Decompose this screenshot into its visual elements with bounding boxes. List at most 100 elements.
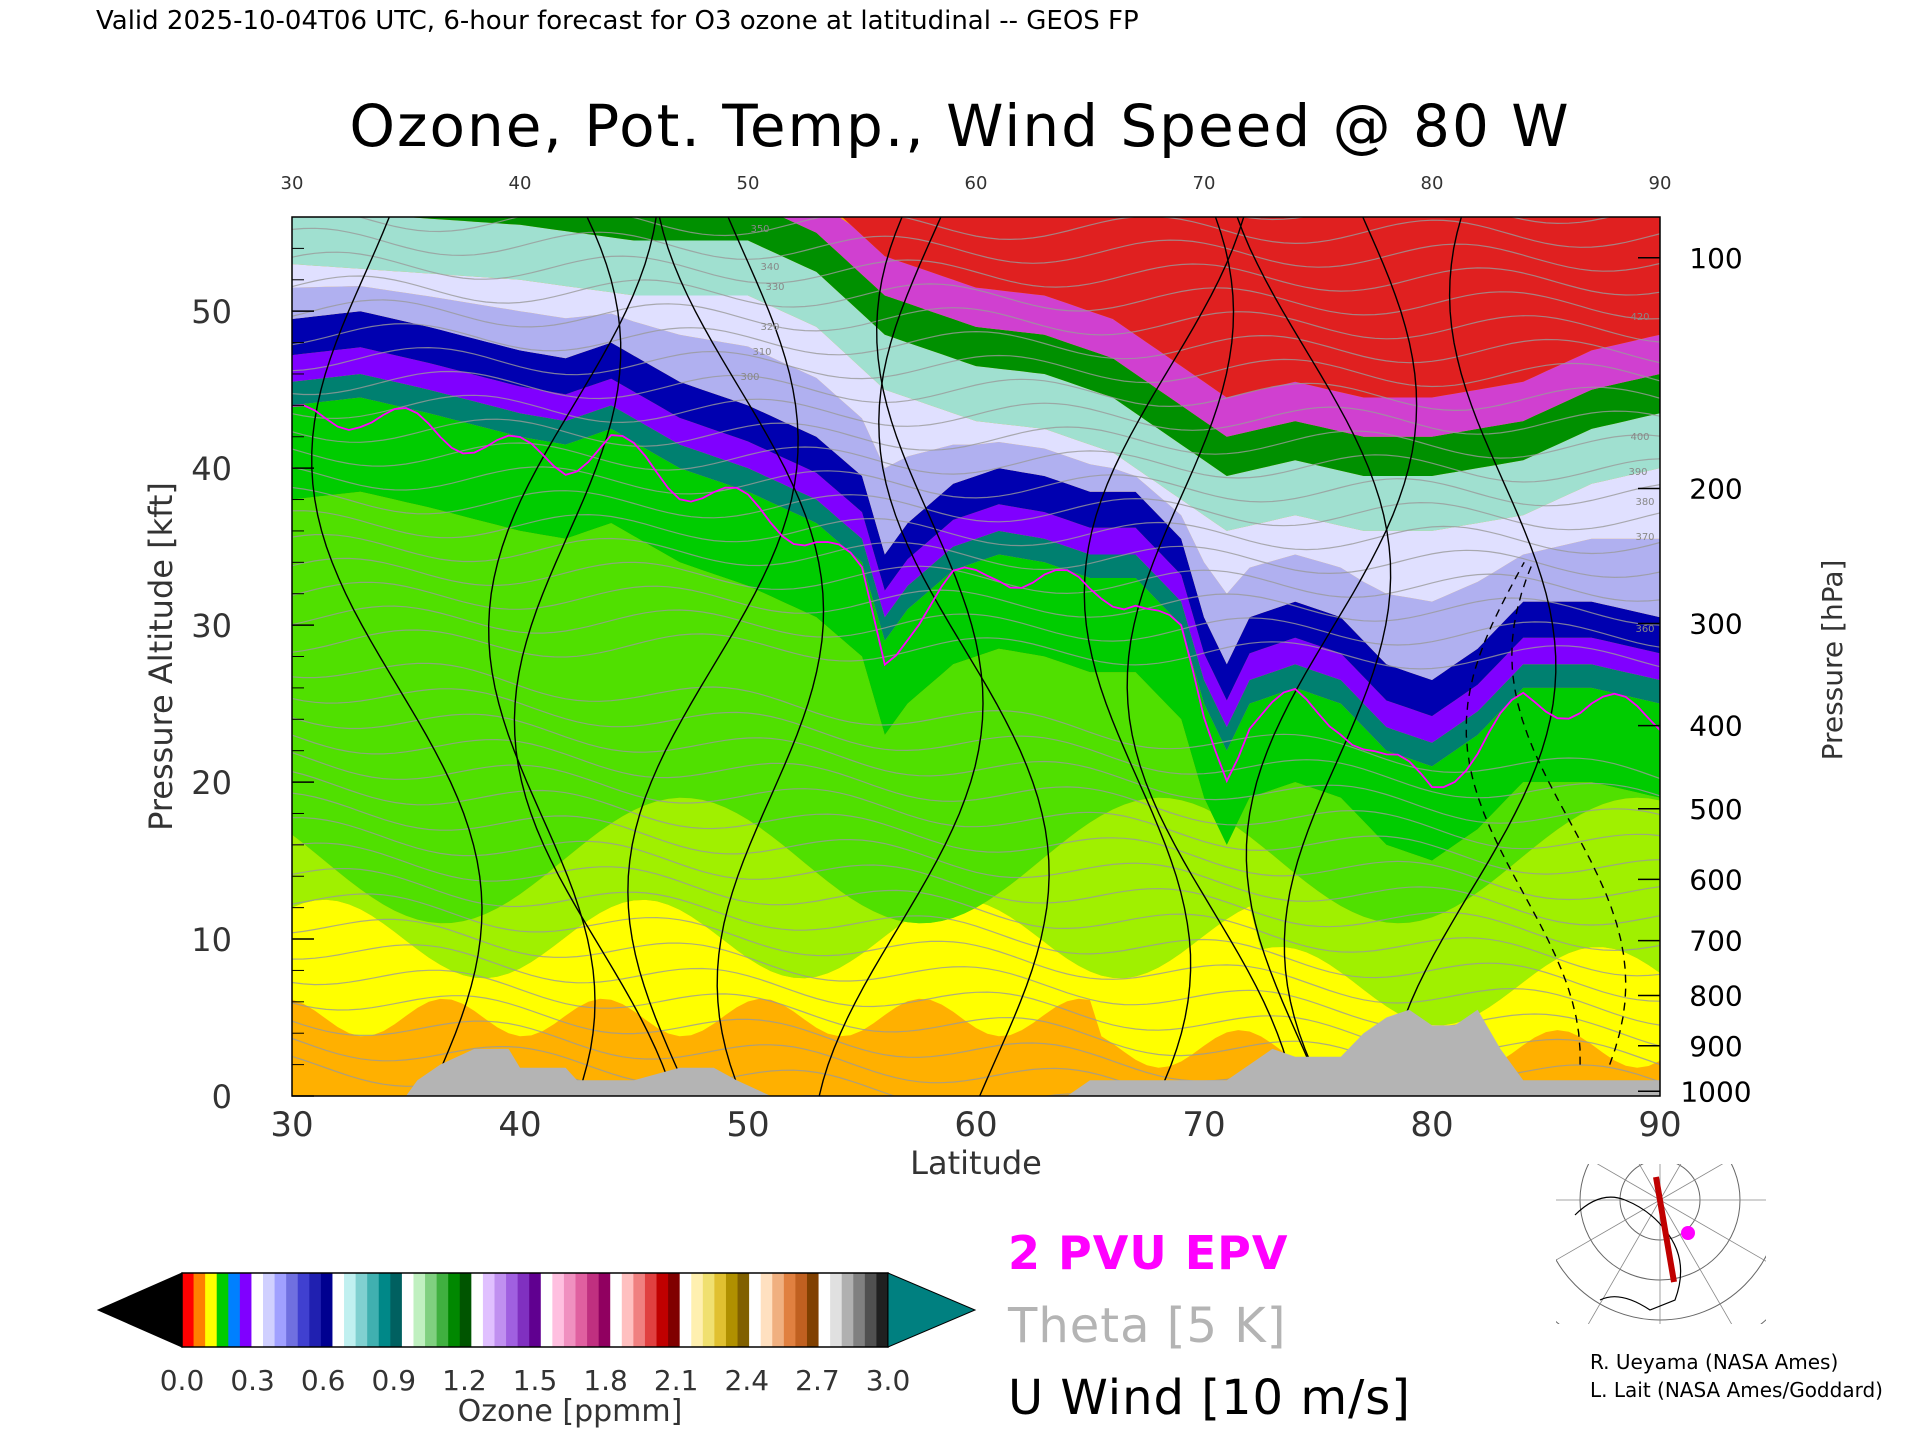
- y-tick-label: 10: [191, 921, 232, 959]
- ozone-fill-light-green: [292, 491, 1660, 924]
- colorbar-swatch: [251, 1273, 264, 1347]
- colorbar-tick-label: 3.0: [866, 1364, 911, 1397]
- y2-axis-title: Pressure [hPa]: [1816, 560, 1849, 761]
- top-x-tick-label: 80: [1421, 173, 1444, 194]
- legend-u-wind: U Wind [10 m/s]: [1008, 1370, 1412, 1426]
- colorbar-swatch: [239, 1273, 252, 1347]
- colorbar-swatch: [401, 1273, 414, 1347]
- u-wind-contour: [487, 217, 657, 1096]
- colorbar-tick-label: 2.7: [795, 1364, 840, 1397]
- pressure-tick-label: 900: [1689, 1030, 1742, 1063]
- y-tick-label: 20: [191, 764, 232, 802]
- u-wind-contour: [1083, 217, 1245, 1096]
- theta-isentrope: [292, 227, 1660, 272]
- map-meridian: [1659, 1199, 1733, 1324]
- x-tick-label: 70: [1182, 1105, 1225, 1145]
- x-tick-label: 30: [270, 1105, 313, 1145]
- theta-contour-label: 420: [1630, 312, 1649, 323]
- colorbar-swatch: [853, 1273, 866, 1347]
- theta-isentrope: [292, 370, 1660, 412]
- colorbar-swatch: [193, 1273, 206, 1347]
- colorbar-swatch: [598, 1273, 611, 1347]
- theta-isentrope: [292, 323, 1660, 364]
- colorbar-swatch: [309, 1273, 322, 1347]
- colorbar-swatch: [575, 1273, 588, 1347]
- theta-isentrope: [357, 217, 1660, 248]
- colorbar-swatch: [818, 1273, 831, 1347]
- theta-contour-label: 330: [765, 282, 784, 293]
- x-tick-label: 40: [498, 1105, 541, 1145]
- colorbar-swatch: [216, 1273, 229, 1347]
- colorbar-swatch: [644, 1273, 658, 1347]
- colorbar-swatch: [390, 1273, 403, 1347]
- forecast-header: Valid 2025-10-04T06 UTC, 6-hour forecast…: [96, 6, 1139, 36]
- colorbar-swatch: [517, 1273, 530, 1347]
- colorbar-tick-label: 0.9: [372, 1364, 417, 1397]
- colorbar-swatch: [320, 1273, 333, 1347]
- ozone-fill-mint: [292, 217, 1660, 531]
- colorbar-swatch: [378, 1273, 391, 1347]
- theta-isentrope: [292, 893, 1660, 1026]
- map-marker: [1681, 1226, 1695, 1240]
- map-meridian: [1659, 1164, 1682, 1201]
- pressure-tick-label: 200: [1689, 473, 1742, 506]
- colorbar-swatch: [691, 1273, 704, 1347]
- colorbar-swatch: [772, 1273, 785, 1347]
- ozone-fill-violet: [292, 347, 1660, 743]
- theta-contour-label: 360: [1635, 624, 1654, 635]
- theta-isentrope: [292, 629, 1660, 670]
- theta-isentrope: [292, 346, 1660, 388]
- pressure-tick-label: 400: [1689, 710, 1742, 743]
- theta-isentrope: [292, 418, 1660, 459]
- u-wind-contour: [1385, 217, 1557, 1096]
- pressure-tick-label: 700: [1689, 925, 1742, 958]
- ozone-fill-deep-green: [292, 217, 1660, 476]
- top-x-tick-label: 40: [509, 173, 532, 194]
- colorbar-swatch: [332, 1273, 345, 1347]
- colorbar-swatch: [355, 1273, 368, 1347]
- u-wind-contour: [311, 217, 483, 1096]
- colorbar-under-arrow: [96, 1272, 183, 1348]
- x-tick-label: 50: [726, 1105, 769, 1145]
- top-x-tick-label: 50: [737, 173, 760, 194]
- colorbar-swatch: [806, 1273, 820, 1347]
- colorbar-over-arrow: [887, 1272, 977, 1348]
- ozone-fill-light-lavender: [292, 264, 1660, 602]
- y-tick-label: 30: [191, 607, 232, 645]
- map-inset: [1556, 1164, 1766, 1324]
- theta-isentrope: [292, 605, 1660, 648]
- x-axis-title: Latitude: [910, 1144, 1042, 1182]
- colorbar-swatch: [425, 1273, 438, 1347]
- colorbar-swatch: [540, 1273, 553, 1347]
- map-meridian: [1638, 1164, 1661, 1201]
- chart-title: Ozone, Pot. Temp., Wind Speed @ 80 W: [349, 92, 1571, 160]
- x-tick-label: 90: [1638, 1105, 1681, 1145]
- theta-isentrope: [292, 792, 1660, 926]
- legend-theta: Theta [5 K]: [1008, 1298, 1287, 1354]
- theta-isentrope: [292, 713, 1660, 824]
- plot-area: [292, 217, 1660, 1096]
- map-meridian: [1556, 1199, 1661, 1261]
- colorbar-tick-label: 0.3: [230, 1364, 275, 1397]
- y-axis-title: Pressure Altitude [kft]: [142, 482, 180, 831]
- theta-isentrope: [292, 442, 1660, 483]
- colorbar-swatch: [737, 1273, 750, 1347]
- colorbar-swatch: [263, 1273, 276, 1347]
- colorbar-swatch: [482, 1273, 495, 1347]
- colorbar-swatch: [679, 1273, 692, 1347]
- colorbar-swatch: [633, 1273, 646, 1347]
- pressure-tick-label: 800: [1689, 980, 1742, 1013]
- colorbar-swatch: [471, 1273, 484, 1347]
- map-meridian: [1659, 1199, 1766, 1262]
- theta-isentrope: [292, 817, 1660, 952]
- colorbar-swatch: [448, 1273, 461, 1347]
- colorbar-swatch: [182, 1273, 195, 1347]
- colorbar-swatch: [228, 1273, 241, 1347]
- colorbar-swatch: [876, 1273, 889, 1347]
- y-tick-label: 40: [191, 450, 232, 488]
- colorbar-swatch: [506, 1273, 519, 1347]
- top-x-tick-label: 60: [965, 173, 988, 194]
- colorbar-tick-label: 2.4: [725, 1364, 770, 1397]
- pressure-tick-label: 500: [1689, 793, 1742, 826]
- ozone-fill-green: [292, 397, 1660, 861]
